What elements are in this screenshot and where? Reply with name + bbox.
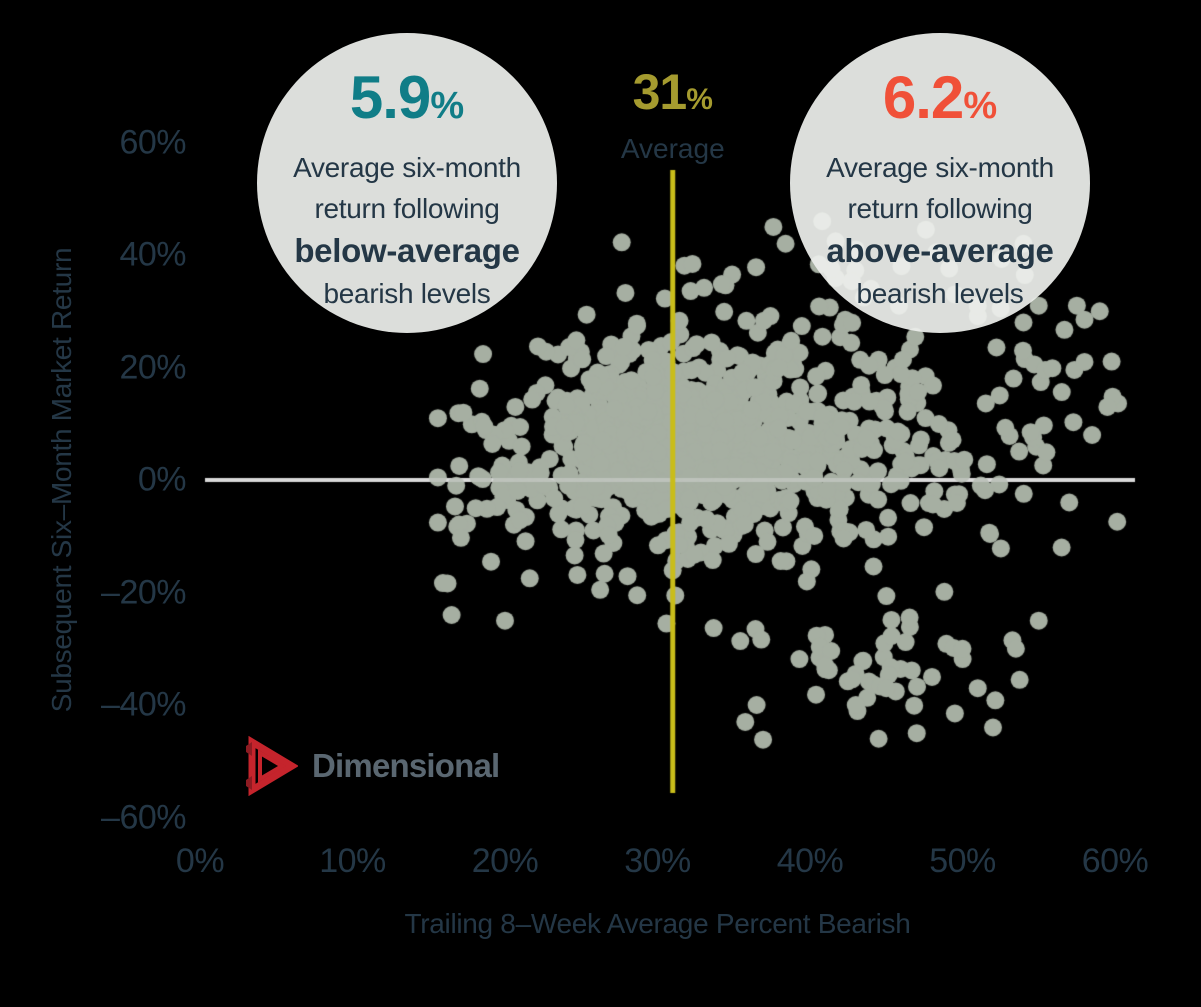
dimensional-logo-icon: [246, 736, 298, 796]
below-average-callout: 5.9% Average six-month return following …: [257, 33, 557, 333]
below-average-text-line3: bearish levels: [323, 278, 491, 309]
above-average-value-row: 6.2%: [790, 65, 1090, 147]
average-value-suffix: %: [686, 83, 713, 116]
above-average-callout: 6.2% Average six-month return following …: [790, 33, 1090, 333]
below-average-value-suffix: %: [430, 85, 465, 127]
average-value: 31: [632, 64, 688, 120]
average-value-row: 31%: [621, 66, 725, 131]
above-average-bold-line: above-average: [826, 232, 1054, 269]
average-caption: Average: [620, 133, 725, 164]
below-average-value-row: 5.9%: [257, 65, 557, 147]
below-average-value: 5.9: [349, 64, 431, 131]
below-average-bold-line: below-average: [294, 232, 520, 269]
above-average-text-line2: return following: [847, 193, 1033, 224]
above-average-value: 6.2: [882, 64, 964, 131]
above-average-value-suffix: %: [963, 85, 998, 127]
above-average-text-line1: Average six-month: [826, 152, 1054, 183]
dimensional-logo-text: Dimensional: [312, 747, 500, 784]
y-axis-title: Subsequent Six–Month Market Return: [46, 247, 77, 713]
average-line-label: 31% Average: [621, 66, 725, 167]
below-average-text-line1: Average six-month: [293, 152, 521, 183]
dimensional-logo: Dimensional: [242, 736, 500, 796]
below-average-text-line2: return following: [314, 193, 500, 224]
above-average-text-line3: bearish levels: [856, 278, 1024, 309]
x-axis-title: Trailing 8–Week Average Percent Bearish: [404, 908, 911, 939]
